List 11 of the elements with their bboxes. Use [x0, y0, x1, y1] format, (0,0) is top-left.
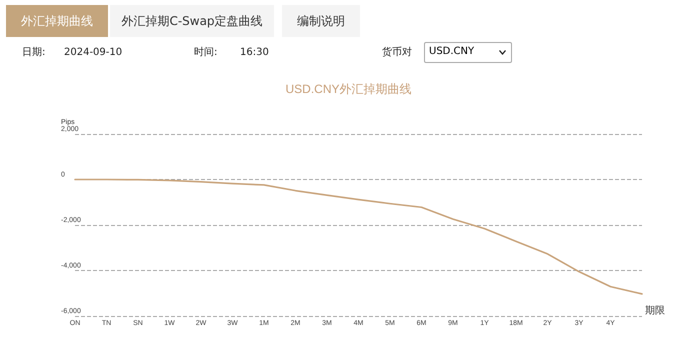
- text: 2024-09-10: [64, 46, 122, 60]
- x-axis-title: 期限: [645, 304, 665, 316]
- text: 外汇掉期C-Swap定盘曲线: [110, 5, 274, 37]
- text: 16:30: [240, 46, 269, 60]
- text: 日期:: [22, 46, 46, 60]
- text: 货币对: [382, 46, 412, 60]
- text: 时间:: [194, 46, 218, 60]
- text: 外汇掉期曲线: [6, 5, 108, 37]
- text: USD.CNY: [429, 46, 474, 57]
- chart-title: USD.CNY外汇掉期曲线: [285, 82, 412, 96]
- text: 编制说明: [282, 5, 360, 37]
